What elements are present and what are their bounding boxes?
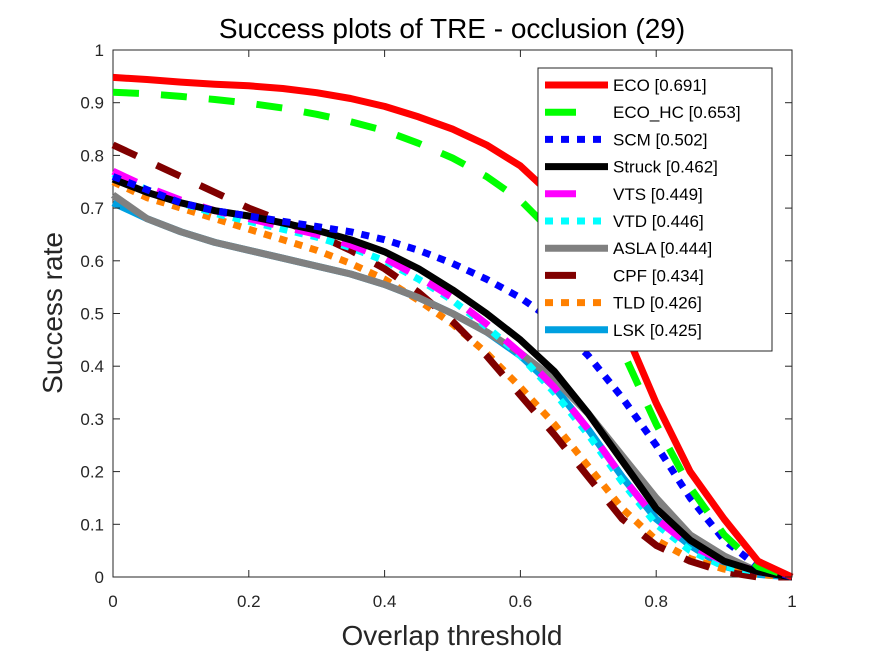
x-tick-label: 1 bbox=[787, 592, 796, 611]
x-tick-label: 0.6 bbox=[509, 592, 533, 611]
y-tick-label: 0.6 bbox=[80, 252, 104, 271]
series-line-eco-hc bbox=[112, 88, 794, 581]
series-line-cpf bbox=[111, 141, 792, 581]
y-tick-label: 0.9 bbox=[80, 94, 104, 113]
y-tick-label: 0.2 bbox=[80, 463, 104, 482]
y-tick-label: 1 bbox=[95, 41, 104, 60]
y-axis-label: Success rate bbox=[37, 232, 68, 394]
y-axis-ticks: 0 0.1 0.2 0.3 0.4 0.5 0.6 0.7 0.8 0.9 1 bbox=[80, 41, 792, 587]
legend-label: VTS [0.449] bbox=[613, 185, 703, 204]
series-layer bbox=[110, 73, 794, 581]
legend-label: VTD [0.446] bbox=[613, 212, 704, 231]
chart-title: Success plots of TRE - occlusion (29) bbox=[219, 13, 685, 44]
legend-label: ECO_HC [0.653] bbox=[613, 103, 741, 122]
legend-label: SCM [0.502] bbox=[613, 130, 708, 149]
y-tick-label: 0.8 bbox=[80, 146, 104, 165]
series-line-eco bbox=[112, 73, 794, 581]
x-axis-label: Overlap threshold bbox=[341, 620, 562, 651]
y-tick-label: 0.4 bbox=[80, 357, 104, 376]
legend-label: ASLA [0.444] bbox=[613, 239, 712, 258]
y-tick-label: 0.7 bbox=[80, 199, 104, 218]
legend-label: Struck [0.462] bbox=[613, 158, 718, 177]
y-tick-label: 0 bbox=[95, 568, 104, 587]
x-tick-label: 0.8 bbox=[644, 592, 668, 611]
y-tick-label: 0.5 bbox=[80, 305, 104, 324]
x-tick-label: 0.4 bbox=[373, 592, 397, 611]
legend: ECO [0.691] ECO_HC [0.653] SCM [0.502] Stru… bbox=[537, 67, 773, 352]
y-tick-label: 0.1 bbox=[80, 515, 104, 534]
legend-label: LSK [0.425] bbox=[613, 321, 702, 340]
series-line-scm bbox=[111, 173, 794, 581]
x-tick-label: 0.2 bbox=[237, 592, 261, 611]
legend-label: TLD [0.426] bbox=[613, 294, 702, 313]
y-tick-label: 0.3 bbox=[80, 410, 104, 429]
legend-label: CPF [0.434] bbox=[613, 266, 704, 285]
x-axis-ticks: 0 0.2 0.4 0.6 0.8 1 bbox=[108, 50, 797, 611]
series-line-asla bbox=[110, 192, 793, 581]
x-tick-label: 0 bbox=[108, 592, 117, 611]
legend-label: ECO [0.691] bbox=[613, 76, 707, 95]
